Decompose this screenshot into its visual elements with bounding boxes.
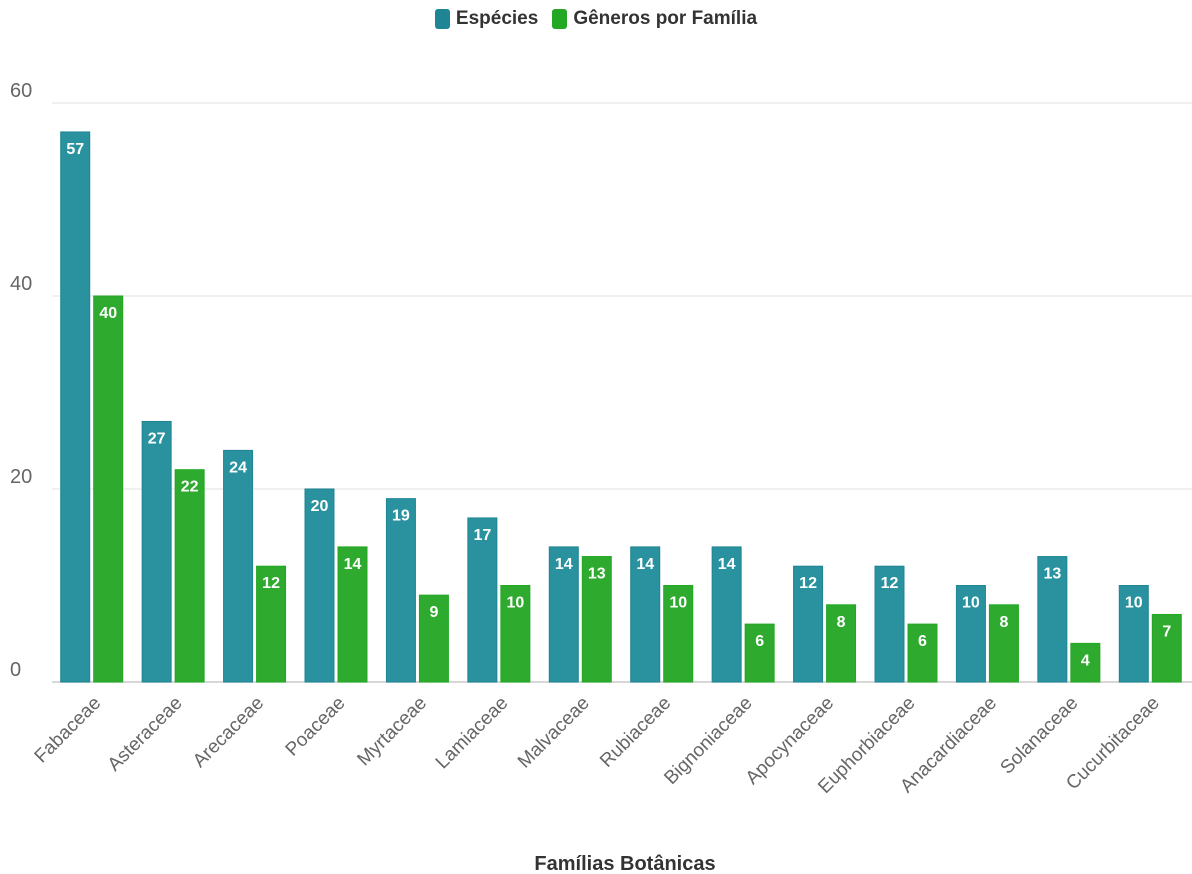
bar-value-label: 10: [669, 595, 687, 612]
bar-generos-rubiaceae[interactable]: [663, 585, 694, 683]
bar-value-label: 4: [1081, 652, 1090, 669]
bar-value-label: 9: [429, 604, 438, 621]
bar-value-label: 10: [962, 595, 980, 612]
bar-especies-fabaceae[interactable]: [60, 131, 91, 683]
bar-value-label: 12: [262, 575, 280, 592]
bar-value-label: 10: [506, 595, 524, 612]
bar-generos-asteraceae[interactable]: [174, 469, 205, 683]
x-category-label: Rubiaceae: [596, 693, 675, 772]
x-category-label: Poaceae: [282, 693, 350, 761]
bar-value-label: 17: [473, 527, 491, 544]
bar-especies-solanaceae[interactable]: [1037, 556, 1068, 683]
legend-item-generos[interactable]: Gêneros por Família: [552, 8, 757, 30]
bar-especies-cucurbitaceae[interactable]: [1118, 585, 1149, 683]
bar-value-label: 19: [392, 508, 410, 525]
x-category-label: Asteraceae: [104, 693, 187, 776]
bar-value-label: 20: [311, 498, 329, 515]
legend-item-especies[interactable]: Espécies: [434, 8, 539, 30]
bar-generos-lamiaceae[interactable]: [500, 585, 531, 683]
x-axis-title: Famílias Botânicas: [534, 853, 715, 874]
x-category-label: Myrtaceae: [353, 693, 431, 771]
bar-value-label: 7: [1162, 623, 1171, 640]
bar-value-label: 6: [755, 633, 764, 650]
bar-especies-bignoniaceae[interactable]: [711, 546, 742, 683]
bar-generos-euphorbiaceae[interactable]: [907, 623, 938, 683]
bar-generos-cucurbitaceae[interactable]: [1151, 613, 1182, 683]
bar-value-label: 57: [66, 141, 84, 158]
bar-value-label: 40: [99, 305, 117, 322]
bar-generos-poaceae[interactable]: [337, 546, 368, 683]
bar-generos-bignoniaceae[interactable]: [744, 623, 775, 683]
bar-value-label: 12: [799, 575, 817, 592]
bar-value-label: 10: [1125, 595, 1143, 612]
bar-value-label: 6: [918, 633, 927, 650]
bar-generos-apocynaceae[interactable]: [826, 604, 857, 683]
y-tick-label: 60: [10, 80, 32, 102]
bars: 57 40 27 22 24 12 20 14 19 9 17 10 14 13 14 10 14 6 12 8 12 6…: [60, 131, 1182, 683]
bar-generos-solanaceae[interactable]: [1070, 642, 1101, 683]
bar-value-label: 14: [555, 556, 573, 573]
bar-value-label: 8: [837, 614, 846, 631]
bar-value-label: 12: [881, 575, 899, 592]
legend-swatch-especies: [434, 9, 450, 29]
bar-especies-rubiaceae[interactable]: [630, 546, 661, 683]
x-category-label: Fabaceae: [31, 693, 106, 768]
bar-generos-myrtaceae[interactable]: [418, 594, 449, 683]
x-category-label: Malvaceae: [514, 693, 594, 773]
bar-especies-arecaceae[interactable]: [223, 449, 254, 683]
x-category-label: Lamiaceae: [432, 693, 513, 774]
bar-generos-malvaceae[interactable]: [581, 556, 612, 683]
bar-value-label: 14: [718, 556, 736, 573]
bar-generos-anacardiaceae[interactable]: [988, 604, 1019, 683]
gridlines: [52, 102, 1192, 683]
bar-especies-myrtaceae[interactable]: [385, 498, 416, 683]
y-tick-label: 0: [10, 659, 21, 681]
bar-generos-fabaceae[interactable]: [93, 295, 124, 683]
x-category-label: Arecaceae: [189, 693, 268, 772]
bar-especies-lamiaceae[interactable]: [467, 517, 498, 683]
bar-especies-asteraceae[interactable]: [141, 420, 172, 683]
bar-especies-apocynaceae[interactable]: [793, 565, 824, 683]
bar-value-label: 14: [636, 556, 654, 573]
bar-value-label: 24: [229, 459, 247, 476]
bar-especies-euphorbiaceae[interactable]: [874, 565, 905, 683]
bar-especies-malvaceae[interactable]: [548, 546, 579, 683]
bar-generos-arecaceae[interactable]: [256, 565, 287, 683]
legend: Espécies Gêneros por Família: [0, 8, 1192, 30]
y-tick-label: 40: [10, 273, 32, 295]
bar-value-label: 22: [181, 479, 199, 496]
legend-swatch-generos: [552, 9, 568, 29]
bar-value-label: 27: [148, 430, 166, 447]
x-category-label: Solanaceae: [997, 693, 1083, 779]
bar-value-label: 13: [588, 566, 606, 583]
bar-value-label: 14: [344, 556, 362, 573]
y-tick-label: 20: [10, 466, 32, 488]
bar-value-label: 13: [1043, 566, 1061, 583]
bar-value-label: 8: [999, 614, 1008, 631]
y-axis-ticks: 0 20 40 60: [10, 80, 32, 681]
legend-label-especies: Espécies: [455, 8, 539, 29]
bar-especies-poaceae[interactable]: [304, 488, 335, 683]
bar-especies-anacardiaceae[interactable]: [955, 585, 986, 683]
legend-label-generos: Gêneros por Família: [573, 8, 758, 29]
